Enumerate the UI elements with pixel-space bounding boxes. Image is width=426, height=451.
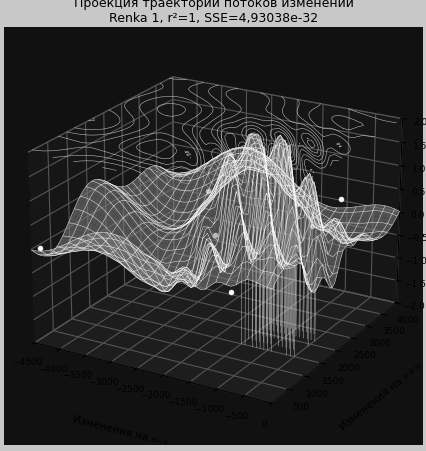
X-axis label: Изменения на «–»: Изменения на «–» <box>72 414 170 448</box>
Title: Проекция траекторий потоков изменений
Renka 1, r²=1, SSE=4,93038e-32: Проекция траекторий потоков изменений Re… <box>73 0 353 25</box>
Y-axis label: Изменения на «+»: Изменения на «+» <box>338 360 423 432</box>
